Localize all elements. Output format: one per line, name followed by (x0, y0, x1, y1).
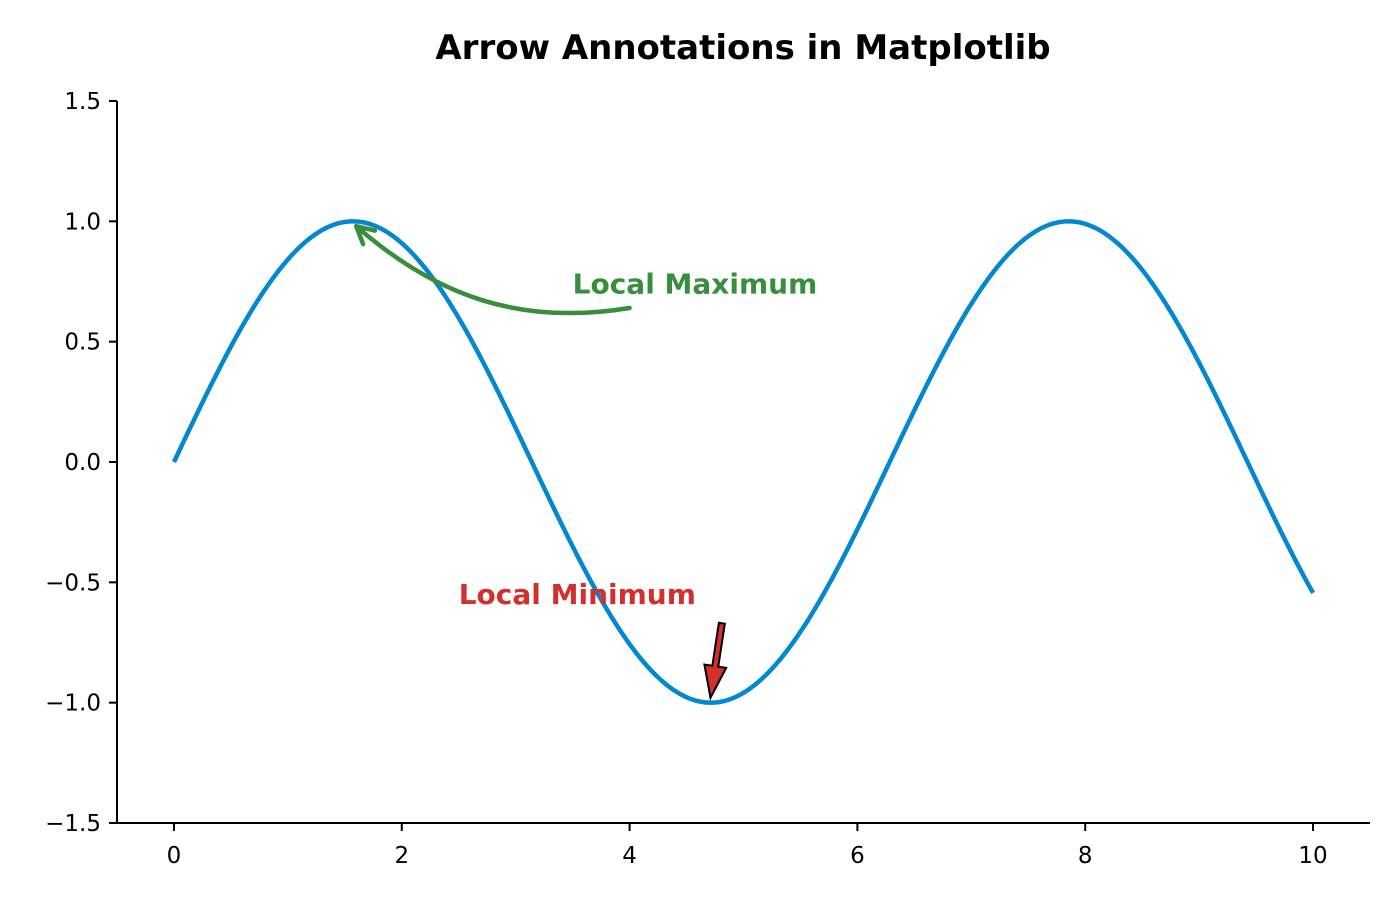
chart-title: Arrow Annotations in Matplotlib (435, 28, 1050, 68)
series-line (171, 219, 1316, 705)
axes (116, 101, 1370, 824)
x-tick-label: 4 (622, 843, 637, 869)
local-maximum-arrow (353, 223, 632, 316)
x-tick-label: 10 (1298, 843, 1327, 869)
y-tick-label: 1.0 (64, 209, 101, 235)
x-tick-label: 6 (850, 843, 865, 869)
x-ticks: 0 2 4 6 8 10 (167, 823, 1328, 869)
y-tick-label: 1.5 (64, 89, 101, 115)
y-tick-label: −1.5 (45, 811, 101, 837)
local-minimum-arrow (703, 621, 728, 701)
x-tick-label: 2 (394, 843, 409, 869)
annotations: Local Maximum Local Minimum (353, 223, 818, 701)
local-minimum-label: Local Minimum (459, 578, 696, 611)
y-ticks: 1.5 1.0 0.5 0.0 −0.5 −1.0 −1.5 (45, 89, 117, 837)
y-tick-label: 0.0 (64, 450, 101, 476)
y-tick-label: −1.0 (45, 691, 101, 717)
local-maximum-label: Local Maximum (573, 268, 818, 301)
x-tick-label: 8 (1078, 843, 1093, 869)
plot-area (171, 219, 1316, 705)
local-maximum-arrowhead (353, 223, 378, 247)
x-tick-label: 0 (167, 843, 182, 869)
y-tick-label: 0.5 (64, 330, 101, 356)
y-tick-label: −0.5 (45, 570, 101, 596)
